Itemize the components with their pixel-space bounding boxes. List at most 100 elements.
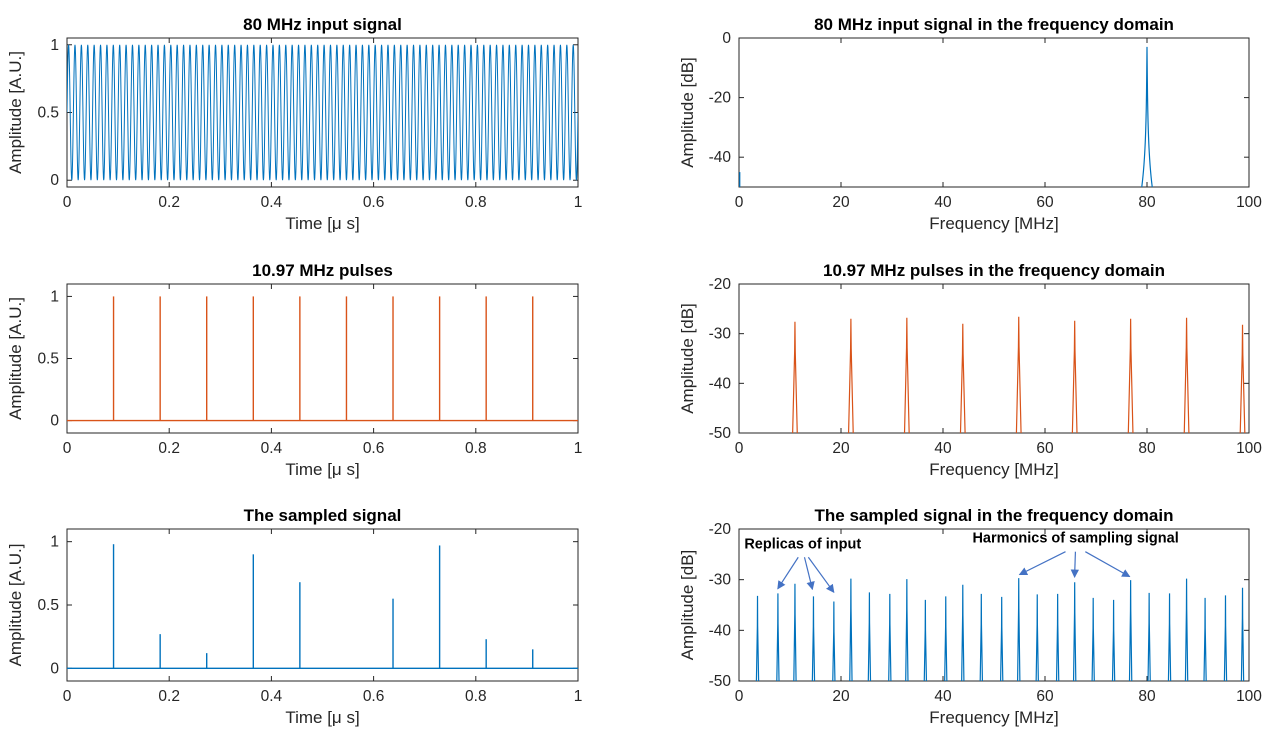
x-tick-label: 0.8 bbox=[465, 688, 487, 705]
spectrum-peak bbox=[1240, 587, 1245, 681]
annotation-arrow bbox=[777, 556, 799, 590]
x-tick-label: 0.2 bbox=[158, 194, 180, 211]
y-tick-label: -20 bbox=[709, 276, 732, 293]
y-tick-label: -50 bbox=[709, 673, 732, 690]
x-tick-label: 20 bbox=[832, 194, 850, 211]
plot-area bbox=[67, 296, 578, 422]
x-tick-label: 0.4 bbox=[261, 194, 283, 211]
chart-title: The sampled signal in the frequency doma… bbox=[815, 506, 1174, 525]
series-line bbox=[67, 44, 578, 181]
plot-area bbox=[67, 44, 578, 181]
chart-title: The sampled signal bbox=[244, 506, 402, 525]
x-tick-label: 0.6 bbox=[363, 440, 385, 457]
y-tick-label: 0 bbox=[50, 172, 59, 189]
y-tick-label: 1 bbox=[50, 37, 59, 54]
annotation-arrow bbox=[803, 557, 815, 591]
x-tick-label: 100 bbox=[1236, 440, 1262, 457]
x-axis-label: Time [μ s] bbox=[285, 708, 359, 727]
chart-panel-6: The sampled signal in the frequency doma… bbox=[678, 506, 1262, 727]
annotation-label: Harmonics of sampling signal bbox=[972, 531, 1178, 547]
chart-panel-5: The sampled signal 0 0.2 0.4 0.6 0.8 1 0 0.5 1 Tim… bbox=[6, 506, 582, 727]
spectrum-peak bbox=[959, 323, 966, 433]
x-tick-label: 0 bbox=[735, 194, 744, 211]
spectrum-peak bbox=[1015, 316, 1022, 433]
x-axis-label: Frequency [MHz] bbox=[929, 214, 1058, 233]
x-tick-label: 80 bbox=[1138, 440, 1156, 457]
spectrum-peak bbox=[867, 592, 872, 681]
x-axis-label: Time [μ s] bbox=[285, 460, 359, 479]
x-tick-label: 0.2 bbox=[158, 440, 180, 457]
y-tick-label: 0.5 bbox=[37, 597, 59, 614]
spectrum-peak bbox=[793, 583, 797, 681]
plot-area bbox=[739, 46, 1153, 187]
spectrum-peak bbox=[832, 601, 836, 681]
spectrum-peak bbox=[903, 317, 910, 433]
spectrum-peak bbox=[776, 593, 780, 681]
spectrum-peak bbox=[1147, 592, 1151, 681]
annotation-label: Replicas of input bbox=[744, 536, 861, 552]
x-tick-label: 0.8 bbox=[465, 440, 487, 457]
plot-area bbox=[67, 544, 578, 670]
spectrum-peak bbox=[905, 579, 909, 681]
x-tick-label: 100 bbox=[1236, 688, 1262, 705]
x-axis-label: Time [μ s] bbox=[285, 214, 359, 233]
x-tick-label: 0 bbox=[735, 688, 744, 705]
spectrum-peak bbox=[792, 321, 798, 433]
y-tick-label: 1 bbox=[50, 534, 59, 551]
chart-title: 10.97 MHz pulses bbox=[252, 261, 393, 280]
spectrum-peak bbox=[1055, 593, 1060, 681]
x-tick-label: 0 bbox=[735, 440, 744, 457]
x-tick-label: 0 bbox=[63, 194, 72, 211]
chart-panel-3: 10.97 MHz pulses 0 0.2 0.4 0.6 0.8 1 0 0.5 1 Time … bbox=[6, 261, 582, 479]
spectrum-peak bbox=[1183, 317, 1190, 433]
y-tick-label: 1 bbox=[50, 288, 59, 305]
y-tick-label: -20 bbox=[709, 90, 732, 107]
y-axis-label: Amplitude [A.U.] bbox=[6, 51, 25, 174]
y-tick-label: -50 bbox=[709, 425, 732, 442]
spectrum-peak bbox=[1016, 578, 1021, 681]
x-tick-label: 40 bbox=[934, 688, 952, 705]
x-tick-label: 1 bbox=[574, 688, 583, 705]
x-tick-label: 20 bbox=[832, 440, 850, 457]
x-tick-label: 40 bbox=[934, 194, 952, 211]
y-tick-label: -40 bbox=[709, 622, 732, 639]
spectrum-peak bbox=[1203, 597, 1207, 681]
spectrum-peak bbox=[1035, 594, 1039, 681]
annotation-arrow bbox=[1070, 551, 1080, 578]
y-tick-label: 0.5 bbox=[37, 351, 59, 368]
plot-frame bbox=[738, 283, 1250, 434]
y-tick-label: 0.5 bbox=[37, 105, 59, 122]
x-axis-label: Frequency [MHz] bbox=[929, 708, 1058, 727]
y-tick-label: 0 bbox=[722, 30, 731, 47]
plot-frame bbox=[738, 528, 1250, 682]
x-axis-label: Frequency [MHz] bbox=[929, 460, 1058, 479]
spectrum-peak bbox=[944, 596, 948, 681]
spectrum-peak bbox=[755, 595, 760, 681]
annotation-arrow bbox=[1085, 551, 1131, 578]
y-tick-label: 0 bbox=[50, 660, 59, 677]
plot-area bbox=[792, 316, 1246, 433]
x-tick-label: 60 bbox=[1036, 194, 1054, 211]
spectrum-peak bbox=[1111, 599, 1116, 681]
y-tick-label: -40 bbox=[709, 149, 732, 166]
spectrum-peak bbox=[1091, 597, 1095, 681]
spectrum-peak bbox=[1223, 595, 1228, 681]
spectrum-peak bbox=[888, 593, 892, 681]
x-tick-label: 100 bbox=[1236, 194, 1262, 211]
chart-title: 80 MHz input signal bbox=[243, 15, 402, 34]
annotation-arrow bbox=[1018, 551, 1066, 576]
x-tick-label: 0.6 bbox=[363, 688, 385, 705]
x-tick-label: 60 bbox=[1036, 440, 1054, 457]
spectrum-peak bbox=[811, 596, 816, 681]
chart-title: 80 MHz input signal in the frequency dom… bbox=[814, 15, 1174, 34]
spectrum-peak bbox=[1071, 320, 1078, 433]
x-tick-label: 0 bbox=[63, 440, 72, 457]
y-tick-label: -40 bbox=[709, 375, 732, 392]
chart-panel-2: 80 MHz input signal in the frequency dom… bbox=[678, 15, 1262, 233]
x-tick-label: 40 bbox=[934, 440, 952, 457]
spectrum-peak bbox=[1072, 582, 1077, 681]
y-axis-label: Amplitude [dB] bbox=[678, 550, 697, 661]
annotation-arrow bbox=[807, 556, 835, 594]
x-tick-label: 80 bbox=[1138, 194, 1156, 211]
